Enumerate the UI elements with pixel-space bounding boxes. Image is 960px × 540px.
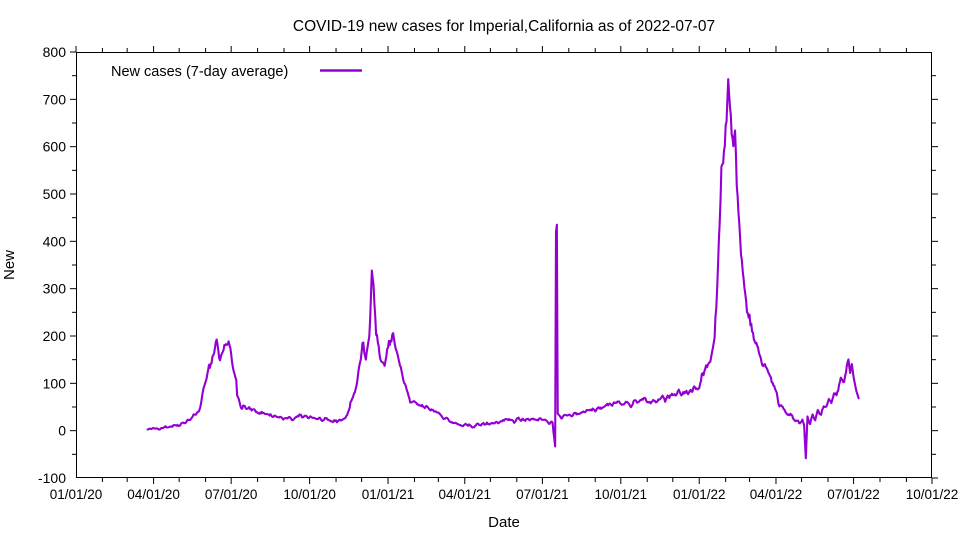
svg-text:07/01/20: 07/01/20 [205, 487, 258, 502]
svg-text:Date: Date [488, 514, 520, 531]
svg-text:New cases (7-day average): New cases (7-day average) [111, 64, 288, 80]
svg-text:COVID-19 new cases for Imperia: COVID-19 new cases for Imperial,Californ… [293, 18, 715, 35]
svg-text:200: 200 [43, 328, 67, 344]
svg-text:07/01/21: 07/01/21 [516, 487, 569, 502]
svg-text:500: 500 [43, 186, 67, 202]
svg-text:100: 100 [43, 375, 67, 391]
svg-text:04/01/21: 04/01/21 [438, 487, 491, 502]
svg-text:01/01/21: 01/01/21 [362, 487, 415, 502]
svg-text:01/01/20: 01/01/20 [50, 487, 103, 502]
svg-text:400: 400 [43, 233, 67, 249]
svg-text:0: 0 [58, 423, 66, 439]
svg-text:300: 300 [43, 281, 67, 297]
svg-text:600: 600 [43, 139, 67, 155]
svg-text:07/01/22: 07/01/22 [827, 487, 880, 502]
svg-text:04/01/22: 04/01/22 [750, 487, 803, 502]
svg-text:-100: -100 [38, 470, 66, 486]
svg-text:10/01/21: 10/01/21 [595, 487, 648, 502]
svg-text:10/01/22: 10/01/22 [906, 487, 959, 502]
svg-text:04/01/20: 04/01/20 [127, 487, 180, 502]
svg-text:700: 700 [43, 91, 67, 107]
svg-text:10/01/20: 10/01/20 [283, 487, 336, 502]
svg-text:800: 800 [43, 44, 67, 60]
svg-text:New: New [1, 250, 18, 280]
svg-text:01/01/22: 01/01/22 [673, 487, 726, 502]
